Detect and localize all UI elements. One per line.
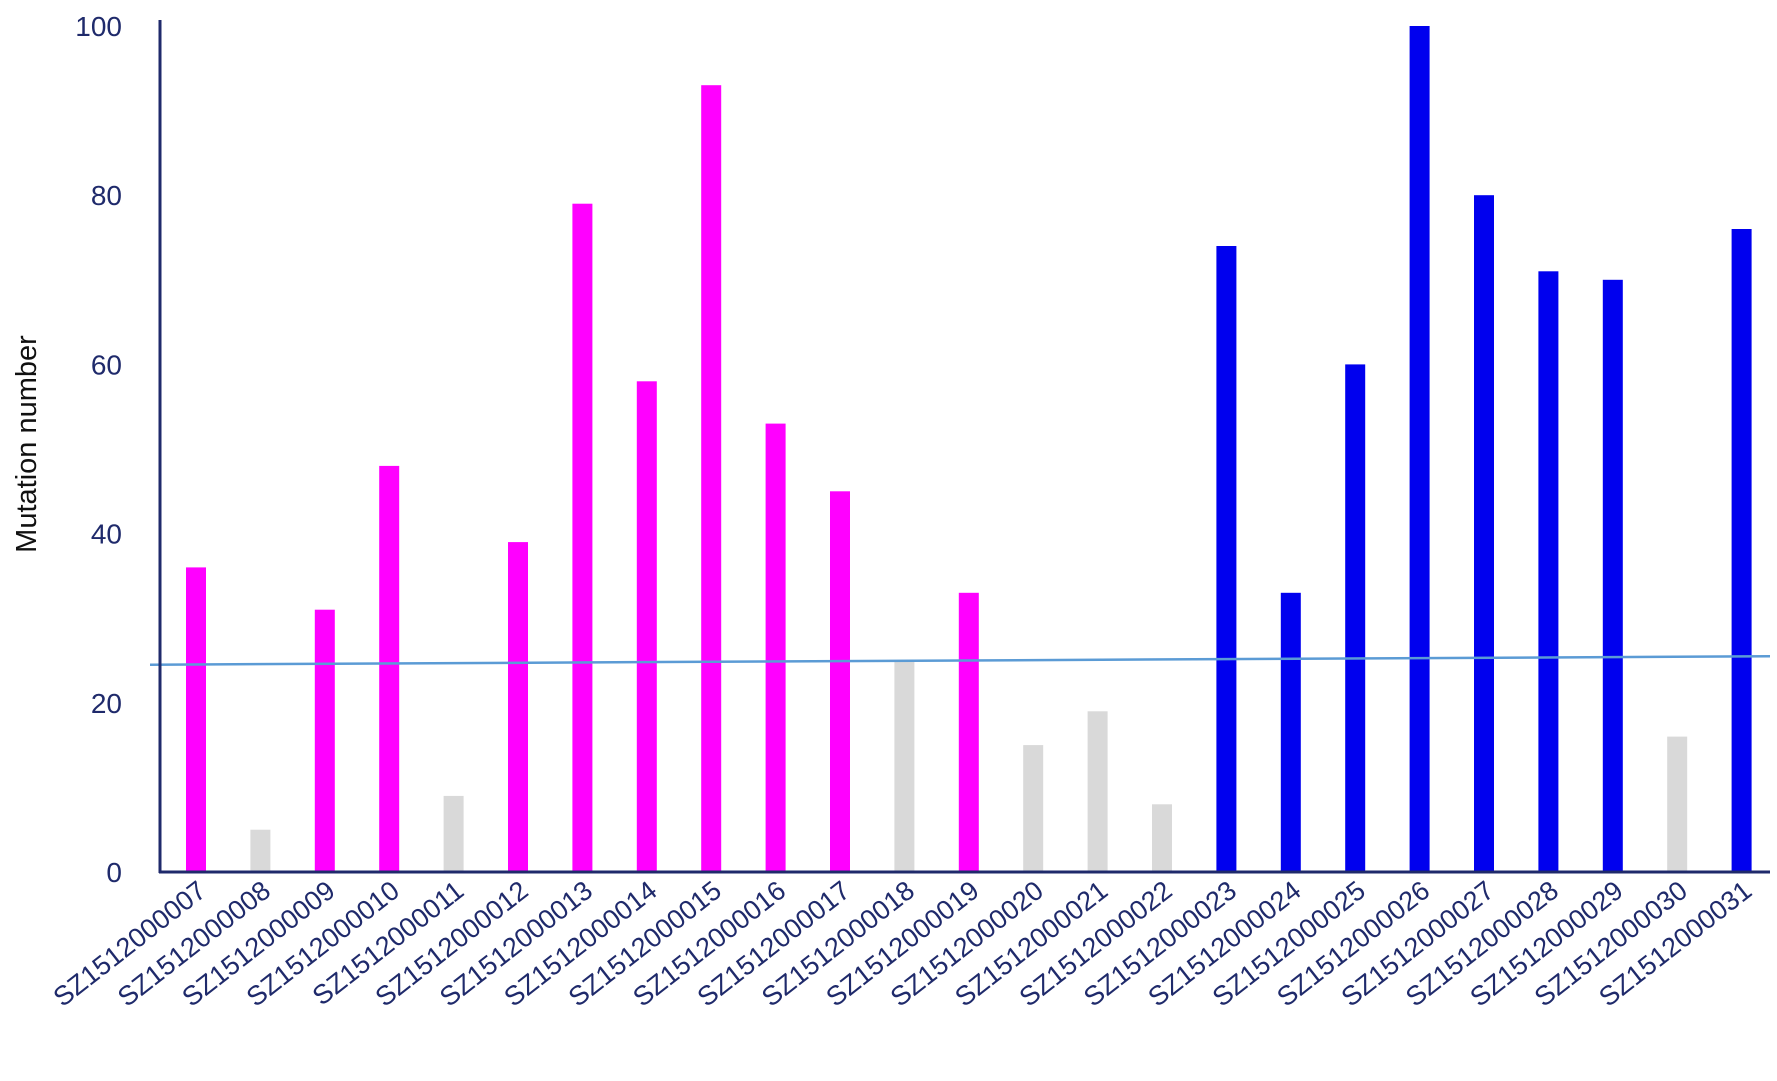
bar-SZ1512000012: [508, 542, 528, 872]
bar-SZ1512000022: [1152, 804, 1172, 872]
y-tick-label-100: 100: [75, 11, 122, 42]
y-tick-label-0: 0: [106, 857, 122, 888]
y-tick-label-60: 60: [91, 349, 122, 380]
bar-SZ1512000010: [379, 465, 400, 872]
y-axis-title: Mutation number: [11, 335, 43, 553]
y-tick-label-80: 80: [91, 180, 122, 211]
bar-SZ1512000024: [1280, 592, 1301, 872]
y-tick-labels: 0 20 40 60 80 100: [75, 11, 122, 888]
bar-SZ1512000014: [636, 381, 657, 872]
bar-SZ1512000026: [1409, 26, 1430, 872]
bar-SZ1512000025: [1345, 364, 1366, 872]
x-tick-labels: SZ1512000007SZ1512000008SZ1512000009SZ15…: [48, 875, 1758, 1012]
bar-SZ1512000007: [186, 567, 206, 872]
bar-SZ1512000013: [572, 203, 593, 872]
reference-line: [149, 655, 1771, 666]
bar-SZ1512000017: [830, 491, 850, 872]
bar-SZ1512000011: [443, 795, 464, 872]
bar-SZ1512000021: [1087, 711, 1108, 872]
bar-SZ1512000009: [314, 609, 335, 872]
bar-SZ1512000008: [250, 829, 271, 872]
bar-SZ1512000031: [1731, 229, 1752, 872]
bar-SZ1512000027: [1474, 195, 1494, 872]
axes-group: [158, 20, 1770, 874]
y-tick-label-20: 20: [91, 688, 122, 719]
bar-SZ1512000019: [958, 592, 979, 872]
reference-line-group: [149, 655, 1771, 666]
bar-SZ1512000028: [1538, 271, 1559, 872]
bar-SZ1512000029: [1602, 279, 1623, 872]
y-tick-label-40: 40: [91, 519, 122, 550]
bar-SZ1512000015: [701, 85, 722, 872]
bar-SZ1512000016: [765, 423, 786, 872]
bar-SZ1512000018: [894, 660, 915, 872]
bar-SZ1512000020: [1023, 745, 1044, 872]
bar-SZ1512000023: [1216, 246, 1237, 872]
bar-SZ1512000030: [1667, 736, 1688, 872]
bars-group: [186, 26, 1752, 872]
